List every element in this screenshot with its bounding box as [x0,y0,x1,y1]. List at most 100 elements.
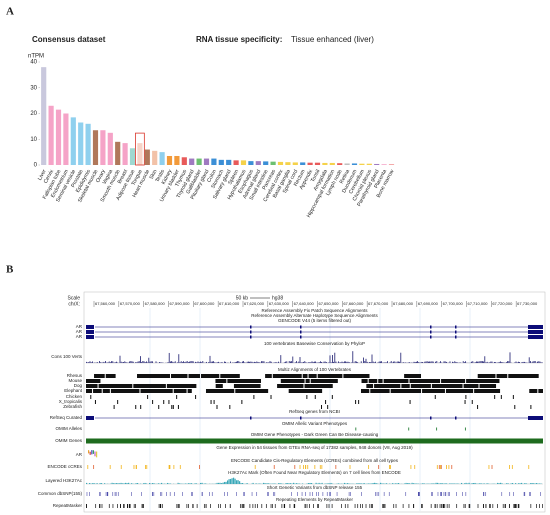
wiggle [303,361,304,363]
alignment [479,384,497,388]
wiggle [221,361,223,363]
peak [446,483,448,484]
bar [374,163,380,165]
bar [277,161,284,165]
wiggle [428,361,429,363]
wiggle [396,361,398,363]
feature [89,492,90,496]
wiggle [354,361,356,363]
wiggle [161,362,163,363]
feature [294,465,296,469]
track-title: Short Genetic Variants from dbSNP releas… [267,485,363,490]
peak [407,483,409,484]
peak [465,482,467,484]
wiggle [305,362,307,363]
feature [205,504,207,508]
wiggle [444,361,446,363]
peak [408,483,410,484]
bar [107,132,113,165]
feature [112,504,114,508]
feature [336,492,338,496]
peak [111,482,113,484]
wiggle [408,362,410,363]
bar [115,141,121,165]
peak [233,477,235,484]
bar [48,105,54,165]
wiggle [280,355,282,363]
wiggle [284,362,285,363]
wiggle [435,361,436,363]
peak [438,483,440,484]
track-title: H3K27Ac Mark (Often Found Near Regulator… [228,470,401,475]
peak [123,483,125,484]
wiggle [507,361,508,363]
wiggle [220,362,222,363]
peak [191,483,193,484]
feature [443,492,445,496]
wiggle [96,362,98,363]
peak [185,483,187,484]
peak [518,483,520,484]
feature [489,504,491,508]
peak [128,482,130,484]
feature [160,504,162,508]
feature [301,492,303,496]
feature [413,504,415,508]
track-title: Reference Assembly Alternate Haplotype S… [251,313,378,318]
wiggle [92,361,93,363]
bar [144,149,150,165]
track-label: RefSeq Curated [50,415,83,420]
feature [178,504,180,508]
bar [263,161,269,165]
wiggle [202,361,204,363]
feature [465,395,467,399]
peak [486,483,488,484]
peak [483,483,485,484]
peak [386,483,388,484]
peak [281,483,283,484]
alignment [401,384,410,388]
feature [542,504,543,508]
feature [90,395,92,399]
feature [225,504,226,508]
alignment [205,389,235,393]
y-tick-label: 30 [30,85,37,91]
y-tick-label: 40 [30,60,37,66]
wiggle [320,361,321,363]
wiggle [236,361,237,363]
peak [258,483,260,484]
feature [540,492,541,496]
peak [224,481,226,484]
alignment [463,384,479,388]
peak [473,483,475,484]
peak [137,483,139,484]
feature [432,492,433,496]
feature [128,504,130,508]
position-label: 67,570,000 [120,301,141,306]
feature [477,405,479,409]
feature [211,492,213,496]
feature [431,492,432,496]
alignment [233,384,261,388]
feature [268,492,269,496]
wiggle [399,361,400,363]
feature [523,492,525,496]
exon [455,416,457,420]
wiggle [270,361,272,363]
bar [314,162,321,165]
wiggle [348,362,350,363]
feature [448,504,450,508]
wiggle [310,362,312,363]
wiggle [150,361,152,363]
feature [133,504,135,508]
feature [178,504,179,508]
peak [432,483,434,484]
peak [327,483,329,484]
wiggle [224,361,225,363]
peak [396,483,398,484]
feature [536,504,537,508]
feature [140,405,142,409]
peak [161,482,163,484]
peak [218,482,220,484]
wiggle [455,361,457,363]
